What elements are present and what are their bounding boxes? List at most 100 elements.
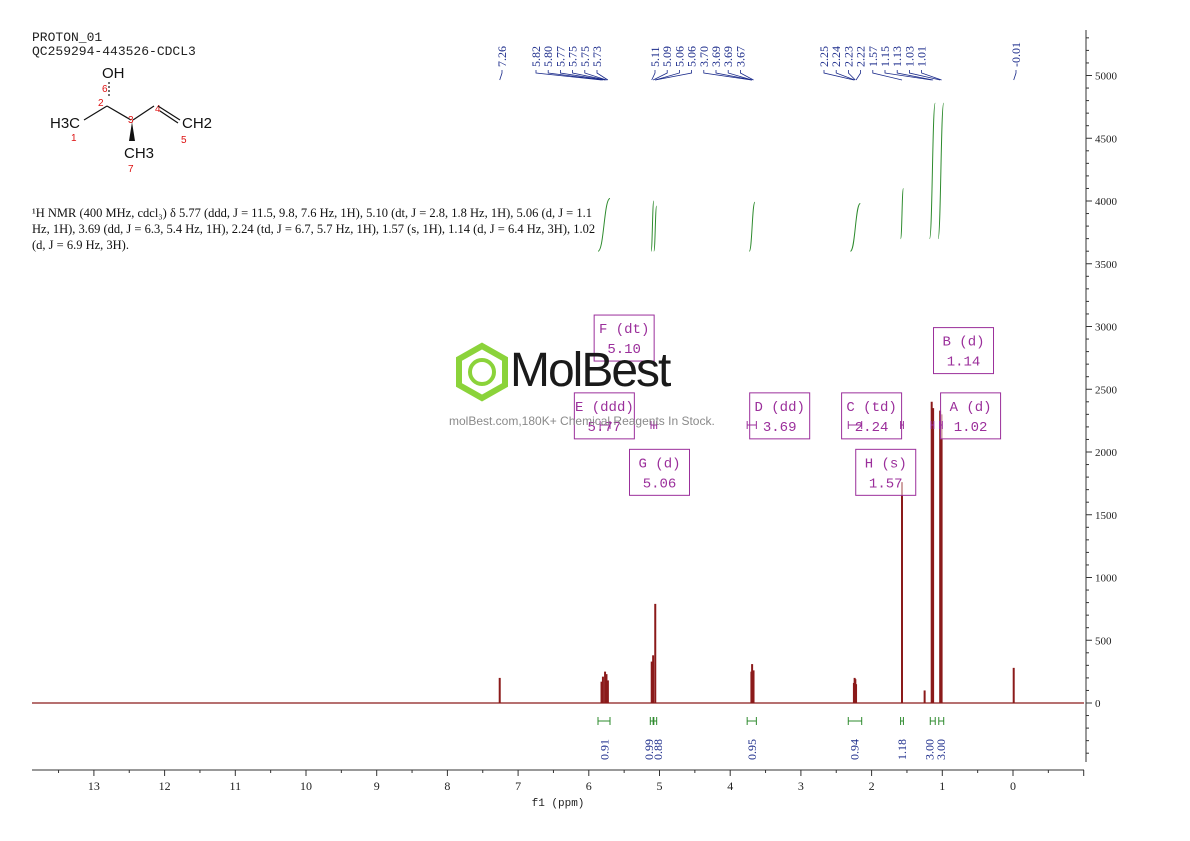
molbest-logo-icon: [456, 342, 508, 402]
integration-curve: [849, 203, 861, 252]
peak-label: 2.23: [841, 46, 855, 67]
bond-c4-c5-double: [159, 110, 179, 124]
y-tick-label: 0: [1095, 698, 1101, 710]
peak-label-connector: [872, 70, 903, 81]
sample-id: QC259294-443526-CDCL3: [32, 44, 196, 59]
peak-label: 5.75: [578, 46, 592, 67]
watermark-tagline: molBest.com,180K+ Chemical Reagents In S…: [449, 414, 715, 428]
integration-curve: [937, 102, 945, 240]
peak-label: 3.70: [697, 46, 711, 67]
multiplet-name: D (dd): [754, 400, 804, 416]
multiplet-value: 1.14: [947, 355, 981, 371]
peak-label: 5.06: [685, 46, 699, 67]
peak-label-connector: [652, 70, 668, 81]
x-tick-label: 13: [88, 779, 100, 793]
peak-label: 1.13: [890, 46, 904, 67]
peak-label-connector: [715, 70, 753, 81]
wedge-bond-c3-c7: [129, 122, 135, 141]
integration-curve: [597, 197, 611, 252]
peak-label-connector: [655, 70, 680, 81]
x-tick-label: 11: [230, 779, 242, 793]
nmr-description-text: ¹H NMR (400 MHz, cdcl₃) δ 5.77 (ddd, J =…: [32, 206, 596, 252]
peak-label: 1.15: [878, 46, 892, 67]
peak-label-connector: [909, 70, 941, 81]
peak-label: 5.09: [660, 46, 674, 67]
atom-number-4: 4: [155, 104, 161, 115]
x-tick-label: 0: [1010, 779, 1016, 793]
peak-label: 3.69: [721, 46, 735, 67]
bond-c1-c2: [83, 105, 108, 121]
y-tick-label: 2000: [1095, 447, 1118, 459]
peak-label-connector: [651, 70, 656, 81]
integral-label: 3.00: [923, 739, 937, 760]
multiplet-value: 3.69: [763, 420, 797, 436]
x-tick-label: 7: [515, 779, 521, 793]
peak-label-connector: [1013, 70, 1017, 81]
multiplet-value: 5.06: [643, 476, 677, 492]
multiplet-name: A (d): [950, 400, 992, 416]
atom-number-6: 6: [102, 84, 108, 95]
peak-label: 1.57: [866, 46, 880, 67]
experiment-name: PROTON_01: [32, 30, 103, 45]
multiplet-box: [573, 392, 635, 440]
x-tick-label: 9: [374, 779, 380, 793]
integration-curve: [929, 102, 936, 240]
peak-label-connector: [703, 70, 752, 81]
multiplet-name: E (ddd): [575, 400, 634, 416]
multiplet-value: 5.77: [588, 420, 622, 436]
peak-label-connector: [560, 70, 606, 81]
multiplet-box: [841, 392, 903, 440]
peak-label: 5.77: [553, 46, 567, 67]
integration-curve: [653, 205, 658, 252]
h3c-label: H3C: [50, 115, 80, 132]
peak-label-connector: [499, 70, 503, 81]
peak-label: -0.01: [1009, 42, 1023, 67]
peak-label-connector: [884, 70, 932, 81]
atom-number-2: 2: [98, 98, 104, 109]
peak-label-connector: [584, 70, 607, 81]
y-tick-label: 1000: [1095, 573, 1118, 585]
integral-label: 0.88: [651, 739, 665, 760]
integration-curve: [650, 200, 655, 252]
x-tick-label: 1: [939, 779, 945, 793]
atom-number-7: 7: [128, 164, 134, 175]
y-tick-label: 4000: [1095, 196, 1118, 208]
peak-label: 5.82: [529, 46, 543, 67]
x-tick-label: 10: [300, 779, 312, 793]
peak-label: 3.69: [709, 46, 723, 67]
x-tick-label: 3: [798, 779, 804, 793]
peak-label-connector: [727, 70, 753, 81]
peak-label: 3.67: [733, 46, 747, 67]
integral-label: 0.91: [597, 739, 611, 760]
multiplet-value: 1.57: [869, 476, 903, 492]
x-axis-label: f1 (ppm): [532, 798, 585, 810]
multiplet-box: [593, 314, 655, 362]
peak-label-connector: [848, 70, 856, 81]
y-tick-label: 5000: [1095, 71, 1118, 83]
integration-curve: [900, 187, 904, 240]
peak-label-connector: [823, 70, 855, 81]
y-tick-label: 500: [1095, 635, 1112, 647]
y-tick-label: 3500: [1095, 259, 1118, 271]
multiplet-value: 2.24: [855, 420, 889, 436]
peak-label: 5.06: [672, 46, 686, 67]
y-tick-label: 1500: [1095, 510, 1118, 522]
multiplet-value: 1.02: [954, 420, 988, 436]
integral-label: 0.94: [848, 739, 862, 760]
multiplet-box: [940, 392, 1002, 440]
peak-label: 5.80: [541, 46, 555, 67]
multiplet-name: H (s): [865, 456, 907, 472]
peak-label-connector: [855, 70, 861, 81]
bond-c2-c3: [106, 105, 132, 121]
y-tick-label: 3000: [1095, 322, 1118, 334]
x-tick-label: 4: [727, 779, 733, 793]
integral-label: 0.95: [745, 739, 759, 760]
peak-label-connector: [740, 70, 754, 81]
peak-label: 7.26: [495, 46, 509, 67]
oh-label: OH: [102, 65, 125, 82]
integration-curve: [748, 201, 756, 252]
x-tick-label: 2: [869, 779, 875, 793]
ch2-label: CH2: [182, 115, 212, 132]
multiplet-box: [933, 327, 995, 375]
x-tick-label: 5: [657, 779, 663, 793]
